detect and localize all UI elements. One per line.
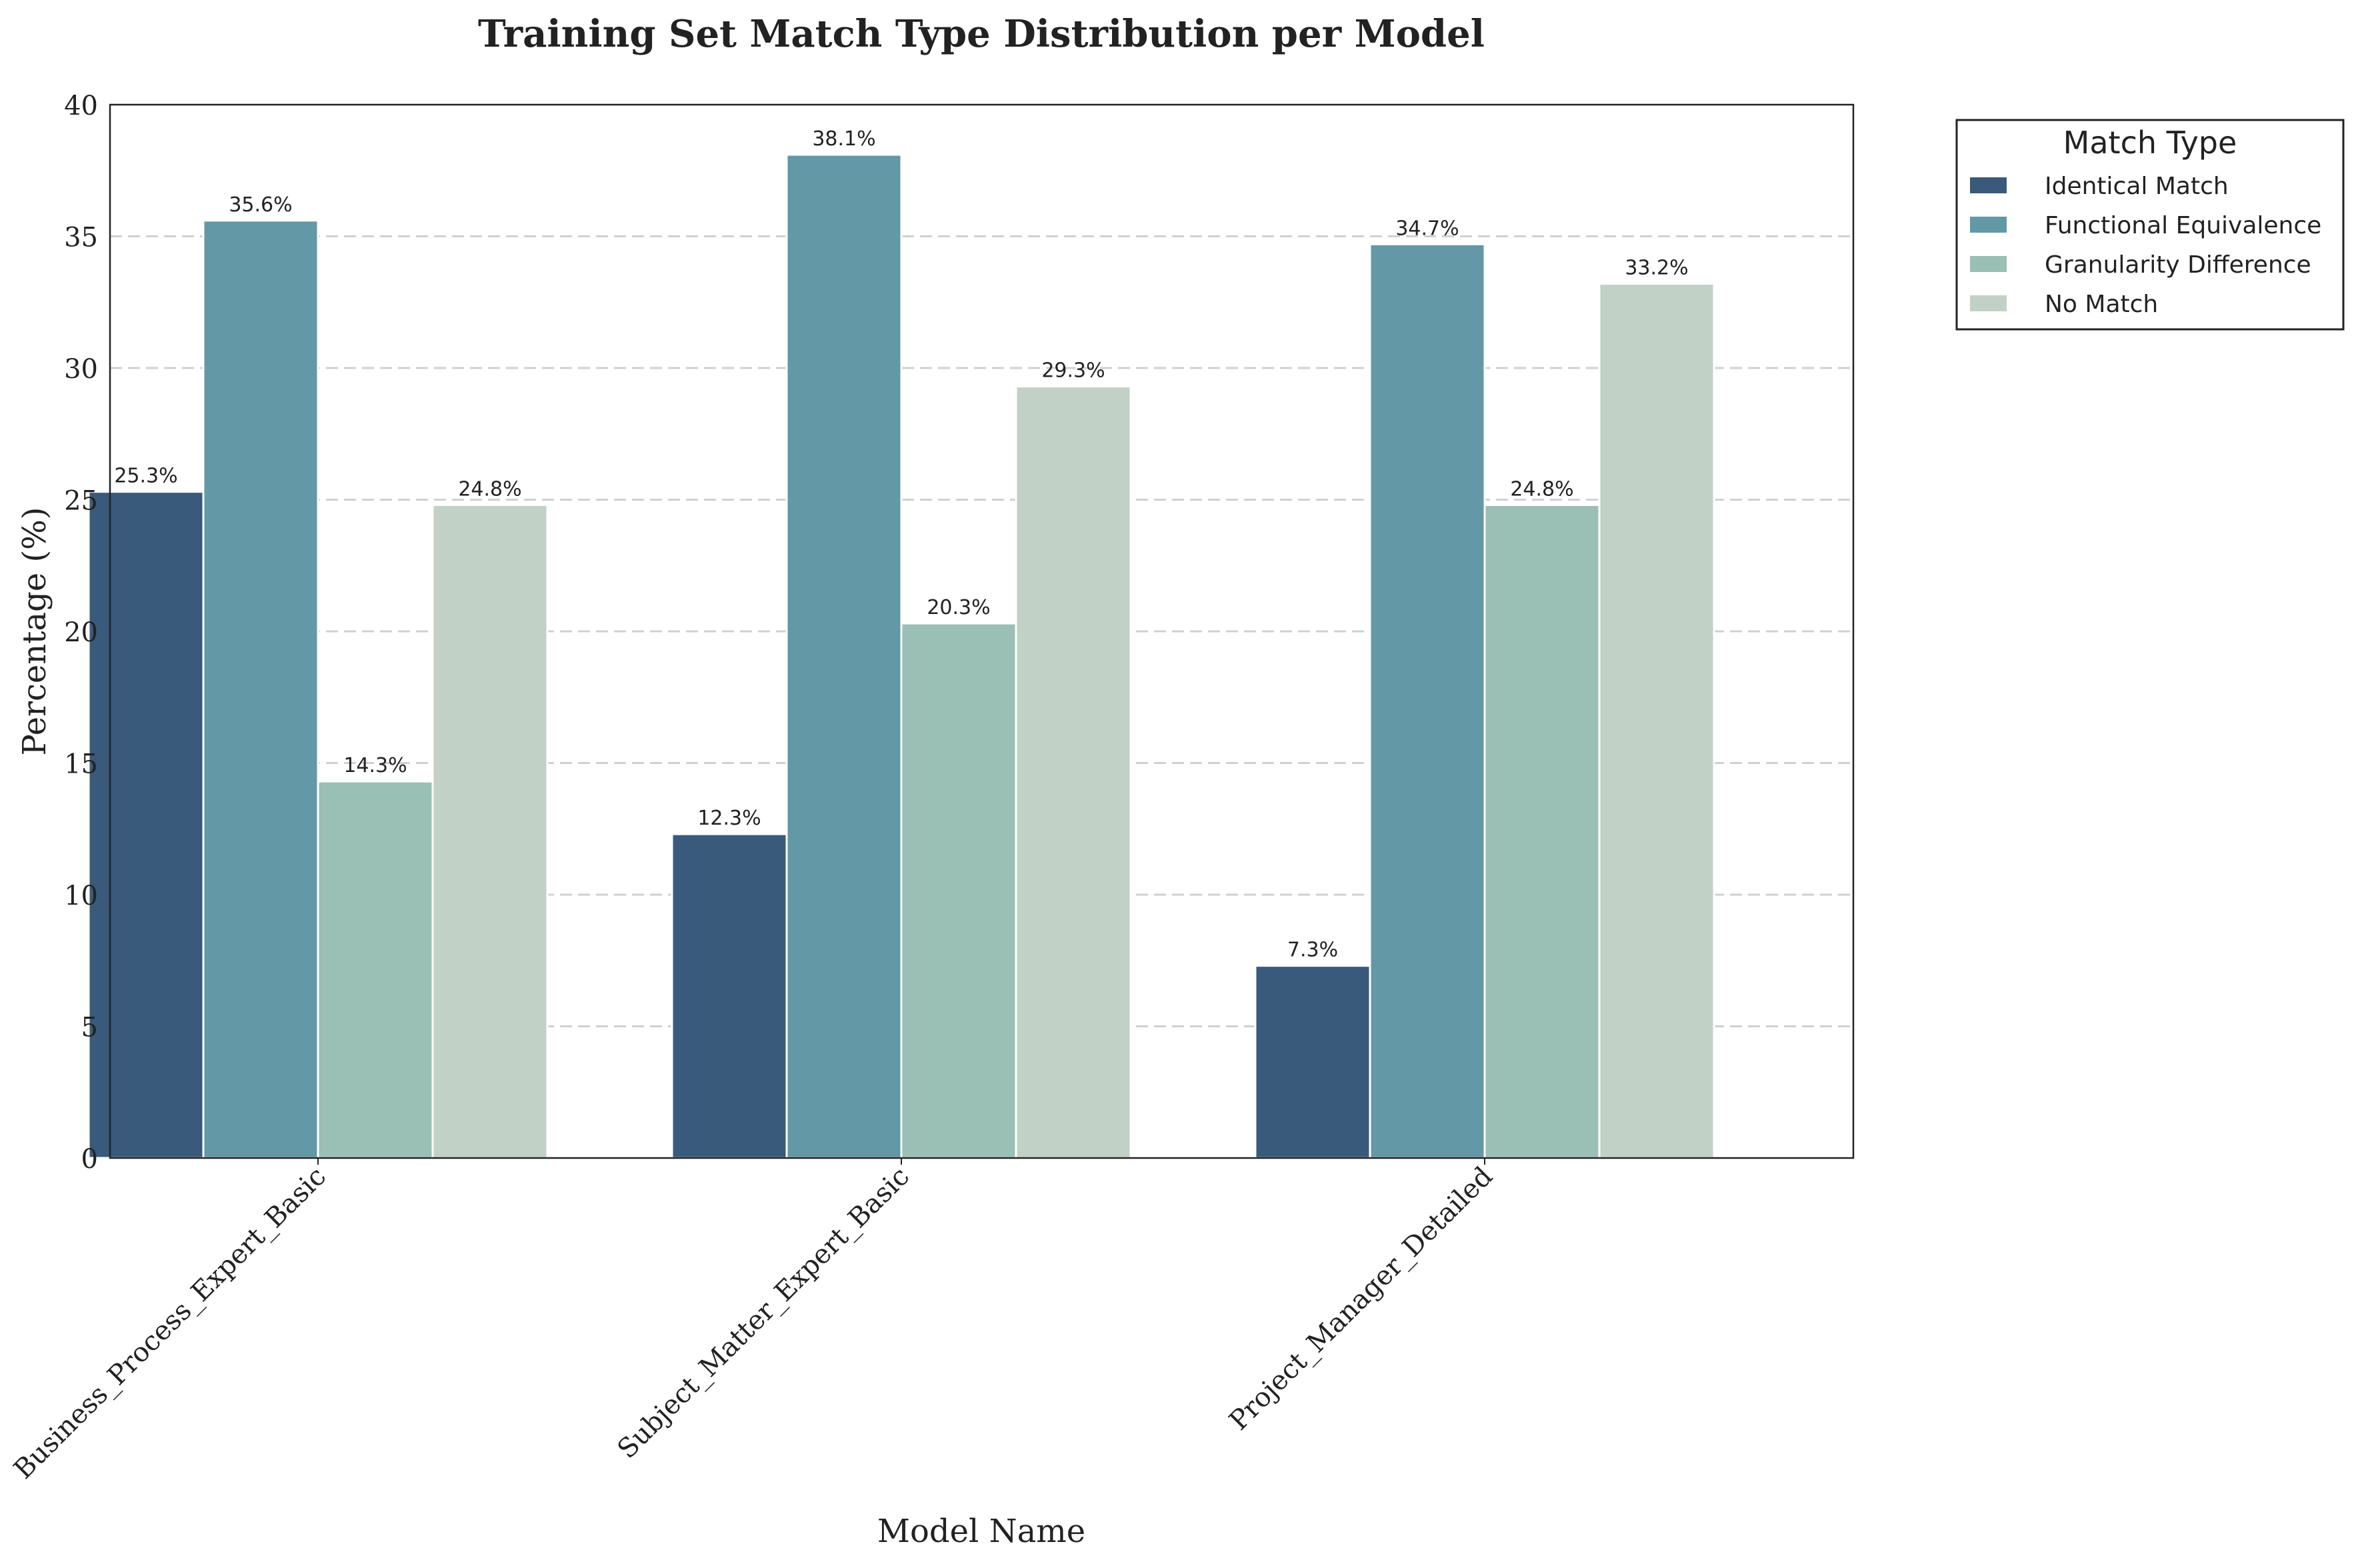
- bar-value-label: 24.8%: [458, 477, 521, 501]
- chart-title: Training Set Match Type Distribution per…: [478, 12, 1485, 56]
- bar-value-label: 25.3%: [114, 465, 177, 488]
- x-tick-label: Project_Manager_Detailed: [1223, 1161, 1499, 1437]
- y-tick-label: 35: [64, 223, 98, 253]
- y-axis-ticks: 0 5 10 15 20 25 30 35 40: [64, 91, 98, 1175]
- y-tick-label: 20: [64, 617, 98, 648]
- bar: [671, 833, 788, 1159]
- bar-value-label: 24.8%: [1510, 477, 1573, 501]
- bar-value-label: 12.3%: [697, 807, 761, 830]
- bar: [785, 153, 903, 1159]
- y-axis-label: Percentage (%): [16, 507, 53, 755]
- bar-value-label: 34.7%: [1395, 217, 1459, 240]
- x-axis-label: Model Name: [877, 1513, 1085, 1550]
- bar: [431, 503, 549, 1159]
- y-tick-label: 0: [81, 1144, 98, 1175]
- x-tick-label: Subject_Matter_Expert_Basic: [612, 1161, 916, 1465]
- bar: [900, 622, 1017, 1159]
- legend-swatch: [1970, 256, 2007, 272]
- bar-value-label: 20.3%: [927, 596, 990, 619]
- legend-swatch: [1970, 217, 2007, 233]
- bar: [1369, 243, 1486, 1159]
- plot-frame: [109, 103, 1855, 1159]
- y-tick-label: 5: [81, 1013, 98, 1043]
- value-labels: 25.3% 35.6% 14.3% 24.8% 12.3% 38.1% 20.3% 29.3%…: [114, 127, 1688, 962]
- bar-value-label: 7.3%: [1287, 939, 1338, 962]
- bar: [317, 780, 434, 1159]
- bar: [1254, 965, 1371, 1159]
- legend-label: Granularity Difference: [2045, 251, 2311, 279]
- bar-value-label: 38.1%: [812, 127, 875, 151]
- bar: [1483, 503, 1601, 1159]
- bars: [87, 153, 1715, 1159]
- y-tick-label: 40: [64, 91, 98, 121]
- bar: [1598, 283, 1715, 1159]
- y-tick-label: 25: [64, 486, 98, 517]
- x-tick-label: Business_Process_Expert_Basic: [8, 1161, 332, 1485]
- legend-label: Functional Equivalence: [2045, 212, 2321, 239]
- y-tick-label: 30: [64, 354, 98, 385]
- legend-items: Identical Match Functional Equivalence Gra…: [1970, 173, 2321, 318]
- legend-label: Identical Match: [2045, 173, 2229, 200]
- legend-title: Match Type: [2063, 125, 2237, 161]
- bar-value-label: 29.3%: [1041, 359, 1105, 383]
- bar-value-label: 14.3%: [343, 754, 407, 777]
- bar: [1015, 385, 1132, 1159]
- legend-label: No Match: [2045, 291, 2158, 318]
- bar: [87, 491, 205, 1159]
- y-tick-label: 10: [64, 881, 98, 911]
- y-tick-label: 15: [64, 749, 98, 780]
- bar: [202, 219, 319, 1159]
- x-axis-ticks: Business_Process_Expert_Basic Subject_Mat…: [8, 1158, 1499, 1485]
- bar-value-label: 33.2%: [1625, 257, 1688, 280]
- bar-value-label: 35.6%: [229, 193, 292, 217]
- legend-swatch: [1970, 177, 2007, 193]
- legend-swatch: [1970, 295, 2007, 311]
- legend-frame: [1955, 119, 2345, 331]
- legend: Match Type Identical Match Functional Equ…: [1955, 119, 2345, 331]
